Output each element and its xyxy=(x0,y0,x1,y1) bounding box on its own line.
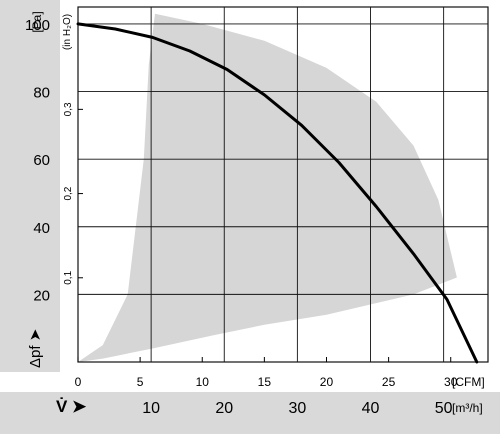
y-tick-label-pa: 20 xyxy=(33,287,50,304)
tick-layer: 100 80 60 40 20 0,3 0,2 0,1 0 5 10 15 20 25 30 10 20 30 40… xyxy=(25,17,458,417)
fan-curve-line xyxy=(76,22,479,364)
x-tick-label-cfm: 25 xyxy=(382,375,396,389)
y-unit-inh2o: (in H₂O) xyxy=(62,14,73,50)
x-unit-m3h: [m³/h] xyxy=(452,401,483,415)
y-tick-label-pa: 40 xyxy=(33,220,50,237)
y-tick-label-pa: 100 xyxy=(25,17,50,34)
x-tick-label-m3h: 50 xyxy=(435,400,453,417)
x-tick-label-m3h: 20 xyxy=(215,400,233,417)
left-axis-band xyxy=(0,0,60,372)
x-tick-label-m3h: 30 xyxy=(288,400,306,417)
y-tick-label-inh2o: 0,1 xyxy=(63,270,74,284)
curve-layer xyxy=(76,22,479,364)
x-tick-label-m3h: 10 xyxy=(142,400,160,417)
y-unit-pa: [Pa] xyxy=(30,11,44,32)
y-tick-label-inh2o: 0,3 xyxy=(63,102,74,116)
x-tick-label-cfm: 0 xyxy=(75,375,82,389)
operating-range-area xyxy=(78,13,457,363)
x-unit-cfm: [CFM] xyxy=(452,375,485,389)
x-tick-label-cfm: 30 xyxy=(444,375,458,389)
x-tick-label-cfm: 10 xyxy=(196,375,210,389)
bottom-axis-band xyxy=(0,392,500,434)
y-tick-label-pa: 80 xyxy=(33,85,50,102)
x-tick-label-m3h: 40 xyxy=(362,400,380,417)
x-tick-label-cfm: 15 xyxy=(258,375,272,389)
x-tick-label-cfm: 20 xyxy=(320,375,334,389)
y-axis-label: Δpf ➤ xyxy=(27,329,44,368)
grid-layer xyxy=(77,6,489,363)
y-tick-label-inh2o: 0,2 xyxy=(63,186,74,200)
x-tick-label-cfm: 5 xyxy=(137,375,144,389)
x-axis-label: V̇ ➤ xyxy=(56,397,87,416)
y-tick-label-pa: 60 xyxy=(33,152,50,169)
operating-range-layer xyxy=(78,13,457,363)
plot-frame xyxy=(77,6,489,363)
